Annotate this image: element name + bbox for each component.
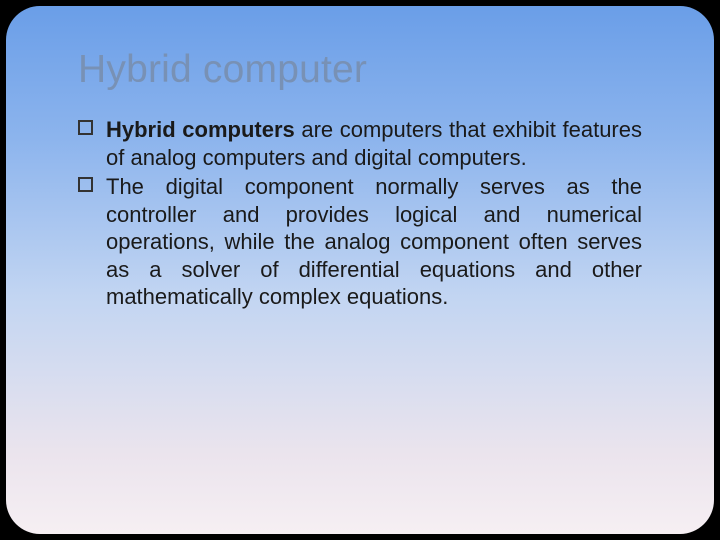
bullet-item: Hybrid computers are computers that exhi… [78,116,642,171]
bullet-item: The digital component normally serves as… [78,173,642,311]
slide-body: Hybrid computers are computers that exhi… [78,116,642,311]
square-bullet-icon [78,177,93,192]
slide-content: Hybrid computer Hybrid computers are com… [6,6,714,311]
bullet-bold-lead: Hybrid computers [106,117,295,142]
slide-card: Hybrid computer Hybrid computers are com… [6,6,714,534]
square-bullet-icon [78,120,93,135]
slide-title: Hybrid computer [78,48,642,92]
bullet-text: The digital component normally serves as… [106,174,642,309]
